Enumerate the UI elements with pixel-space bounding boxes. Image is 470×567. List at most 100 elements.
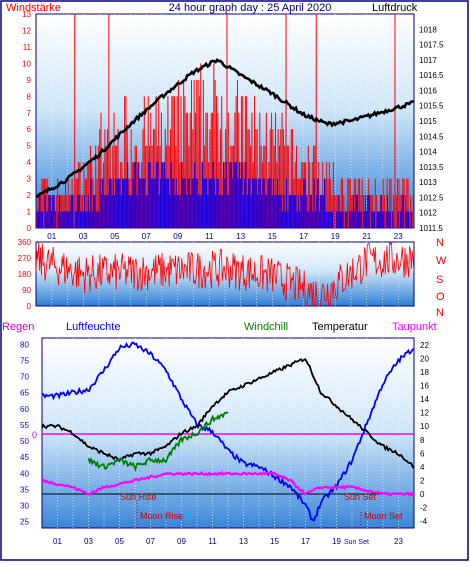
pressure-axis-ticks: 1011.5 1012 1012.5 1013 1013.5 1014 1014.5 1015…	[419, 25, 444, 233]
temperature-tick: 16	[420, 382, 429, 391]
climate-hour-tick-17: 17	[301, 537, 310, 546]
compass-label-3: O	[436, 291, 445, 303]
hour-tick-01: 01	[47, 232, 56, 241]
wind-tick-11: 11	[23, 43, 32, 52]
wind-tick-5: 5	[27, 142, 32, 151]
temperature-tick: 12	[420, 409, 429, 418]
humidity-tick-55: 55	[20, 421, 29, 430]
temperature-tick: 2	[420, 477, 425, 486]
hour-tick-09: 09	[173, 232, 182, 241]
temperature-tick: 18	[420, 368, 429, 377]
hour-tick-13: 13	[236, 232, 245, 241]
direction-tick-0: 0	[27, 302, 32, 311]
pressure-tick: 1011.5	[419, 224, 443, 233]
climate-hour-tick-23: 23	[394, 537, 403, 546]
compass-label-4: N	[436, 307, 444, 319]
climate-hour-tick-19: 19	[332, 537, 341, 546]
humidity-tick-25: 25	[20, 518, 29, 527]
temperature-tick: 6	[420, 449, 425, 458]
direction-tick-360: 360	[18, 238, 32, 247]
pressure-tick: 1014.5	[419, 132, 444, 141]
panel3-hour-ticks: 01 03 05 07 09 11 13 15 17 19 23	[53, 537, 403, 546]
pressure-tick: 1012.5	[419, 193, 444, 202]
temperature-tick: 8	[420, 436, 425, 445]
wind-tick-1: 1	[27, 208, 32, 217]
legend-regen: Regen	[2, 321, 34, 333]
humidity-tick-45: 45	[20, 453, 29, 462]
temperature-tick: 0	[420, 490, 425, 499]
wind-tick-0: 0	[27, 224, 32, 233]
sun-set-short-label: Sun Set	[344, 539, 369, 546]
humidity-tick-50: 50	[20, 437, 29, 446]
pressure-tick: 1015.5	[419, 102, 444, 111]
humidity-tick-40: 40	[20, 469, 29, 478]
legend-windchill: Windchill	[244, 321, 288, 333]
humidity-tick-65: 65	[20, 389, 29, 398]
pressure-tick: 1012	[419, 209, 437, 218]
climate-hour-tick-01: 01	[53, 537, 62, 546]
compass-label-2: S	[436, 274, 443, 286]
direction-tick-180: 180	[18, 270, 32, 279]
humidity-tick-80: 80	[20, 340, 29, 349]
wind-tick-12: 12	[22, 26, 31, 35]
climate-hour-tick-09: 09	[177, 537, 186, 546]
windchill-series	[87, 411, 229, 473]
climate-hour-tick-15: 15	[270, 537, 279, 546]
pressure-tick: 1017	[419, 56, 437, 65]
hour-tick-05: 05	[110, 232, 119, 241]
temperature-tick: -4	[420, 517, 428, 526]
wind-tick-9: 9	[27, 76, 32, 85]
sun-set-label: Sun Set	[344, 492, 377, 502]
direction-tick-270: 270	[18, 254, 32, 263]
pressure-tick: 1016	[419, 86, 437, 95]
wind-direction-series	[35, 241, 415, 308]
humidity-tick-30: 30	[20, 501, 29, 510]
pressure-tick: 1014	[419, 148, 437, 157]
legend-taupunkt: Taupunkt	[392, 321, 437, 333]
dewpoint-series	[41, 470, 415, 498]
climate-hour-tick-05: 05	[115, 537, 124, 546]
humidity-axis-ticks: 25 30 35 40 45 50 55 60 65 70 75 80	[20, 340, 29, 526]
wind-tick-4: 4	[27, 158, 32, 167]
temperature-tick: -2	[420, 504, 428, 513]
pressure-tick: 1013.5	[419, 163, 444, 172]
wind-tick-7: 7	[27, 109, 32, 118]
pressure-tick: 1018	[419, 25, 437, 34]
wind-tick-13: 13	[22, 10, 31, 19]
temperature-tick: 10	[420, 422, 429, 431]
legend-temperatur: Temperatur	[312, 321, 368, 333]
humidity-series	[41, 341, 415, 523]
direction-axis-ticks: 0 90 180 270 360	[18, 238, 32, 311]
humidity-tick-70: 70	[20, 373, 29, 382]
windstaerke-label: Windstärke	[6, 2, 61, 14]
direction-tick-90: 90	[22, 286, 31, 295]
compass-label-0: N	[436, 237, 444, 249]
luftdruck-label: Luftdruck	[372, 2, 418, 14]
temperature-tick: 22	[420, 341, 429, 350]
temperature-tick: 14	[420, 395, 429, 404]
panel1-hour-ticks: 01 03 05 07 09 11 13 15 17 19 21 23	[47, 232, 403, 241]
sun-rise-label: Sun Rise	[120, 492, 157, 502]
wind-tick-3: 3	[27, 175, 32, 184]
hour-tick-21: 21	[362, 232, 371, 241]
hour-tick-23: 23	[394, 232, 403, 241]
hour-tick-07: 07	[142, 232, 151, 241]
pressure-tick: 1015	[419, 117, 437, 126]
pressure-tick: 1013	[419, 178, 437, 187]
pressure-series	[35, 58, 414, 198]
climate-hour-tick-03: 03	[84, 537, 93, 546]
humidity-tick-35: 35	[20, 485, 29, 494]
moon-set-label: Moon Set	[364, 511, 403, 521]
humidity-tick-75: 75	[20, 357, 29, 366]
climate-hour-tick-11: 11	[208, 537, 217, 546]
temperature-tick: 4	[420, 463, 425, 472]
hour-tick-17: 17	[299, 232, 308, 241]
hour-tick-15: 15	[268, 232, 277, 241]
wind-tick-6: 6	[27, 125, 32, 134]
rain-zero-label: 0	[32, 430, 37, 440]
